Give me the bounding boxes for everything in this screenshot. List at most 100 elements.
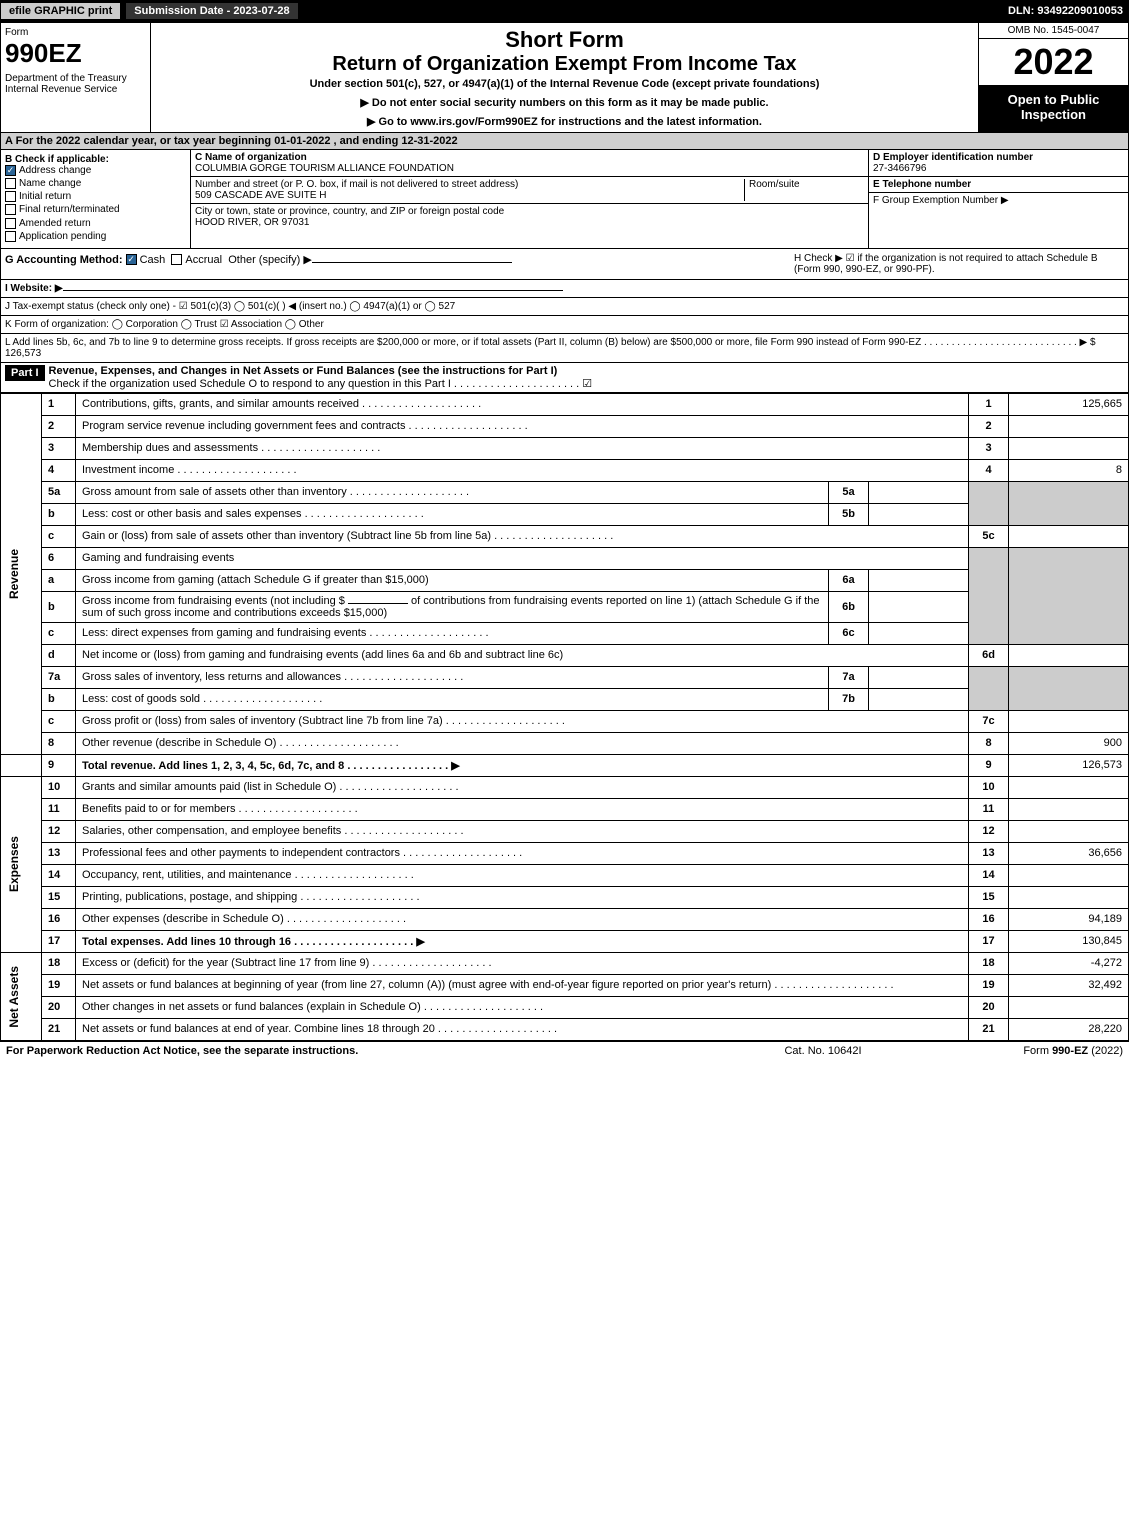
line-2-num: 2	[42, 415, 76, 437]
line-6d-num: d	[42, 644, 76, 666]
form-number: 990EZ	[5, 38, 146, 69]
line-6-num: 6	[42, 547, 76, 569]
ssn-warning: ▶ Do not enter social security numbers o…	[159, 96, 970, 109]
efile-print-button[interactable]: efile GRAPHIC print	[0, 2, 121, 20]
line-21-num: 21	[42, 1018, 76, 1040]
line-2-val	[1009, 415, 1129, 437]
line-6b-desc: Gross income from fundraising events (no…	[76, 591, 829, 622]
part1-badge: Part I	[5, 365, 45, 381]
line-14-num: 14	[42, 864, 76, 886]
line-7b-sub: 7b	[829, 688, 869, 710]
line-11-desc: Benefits paid to or for members	[76, 798, 969, 820]
cb-cash[interactable]: ✓	[126, 254, 137, 265]
section-b-label: B Check if applicable:	[5, 154, 186, 165]
line-15-num: 15	[42, 886, 76, 908]
cb-final-return[interactable]: Final return/terminated	[5, 204, 186, 215]
line-12-num: 12	[42, 820, 76, 842]
line-7c-ln: 7c	[969, 710, 1009, 732]
cb-name-change[interactable]: Name change	[5, 178, 186, 189]
line-10-desc: Grants and similar amounts paid (list in…	[76, 776, 969, 798]
line-17-desc: Total expenses. Add lines 10 through 16 …	[82, 936, 425, 948]
dln-label: DLN: 93492209010053	[1008, 5, 1129, 17]
line-14-val	[1009, 864, 1129, 886]
line-7c-desc: Gross profit or (loss) from sales of inv…	[76, 710, 969, 732]
submission-date-button[interactable]: Submission Date - 2023-07-28	[125, 2, 298, 20]
website-input[interactable]	[63, 290, 563, 291]
open-inspection: Open to Public Inspection	[979, 86, 1128, 132]
line-1-val: 125,665	[1009, 393, 1129, 415]
other-specify-input[interactable]	[312, 262, 512, 263]
cb-address-change[interactable]: ✓Address change	[5, 165, 186, 176]
line-10-val	[1009, 776, 1129, 798]
section-l: L Add lines 5b, 6c, and 7b to line 9 to …	[0, 334, 1129, 363]
line-14-desc: Occupancy, rent, utilities, and maintena…	[76, 864, 969, 886]
line-2-ln: 2	[969, 415, 1009, 437]
line-7a-num: 7a	[42, 666, 76, 688]
line-18-val: -4,272	[1009, 952, 1129, 974]
line-11-num: 11	[42, 798, 76, 820]
line-17-ln: 17	[969, 930, 1009, 952]
cb-initial-return[interactable]: Initial return	[5, 191, 186, 202]
line-6a-num: a	[42, 569, 76, 591]
cb-amended-return[interactable]: Amended return	[5, 218, 186, 229]
form-header: Form 990EZ Department of the Treasury In…	[0, 22, 1129, 133]
line-6d-val	[1009, 644, 1129, 666]
cb-application-pending[interactable]: Application pending	[5, 231, 186, 242]
line-18-desc: Excess or (deficit) for the year (Subtra…	[76, 952, 969, 974]
line-20-ln: 20	[969, 996, 1009, 1018]
line-5b-sub: 5b	[829, 503, 869, 525]
instructions-link[interactable]: ▶ Go to www.irs.gov/Form990EZ for instru…	[159, 115, 970, 128]
line-4-ln: 4	[969, 459, 1009, 481]
phone-label: E Telephone number	[873, 179, 1124, 190]
line-5b-num: b	[42, 503, 76, 525]
line-7c-val	[1009, 710, 1129, 732]
line-11-ln: 11	[969, 798, 1009, 820]
dept-label: Department of the Treasury Internal Reve…	[5, 73, 146, 95]
line-5a-desc: Gross amount from sale of assets other t…	[76, 481, 829, 503]
ein-label: D Employer identification number	[873, 152, 1124, 163]
line-6b-subval	[869, 591, 969, 622]
line-5c-num: c	[42, 525, 76, 547]
line-2-desc: Program service revenue including govern…	[76, 415, 969, 437]
line-11-val	[1009, 798, 1129, 820]
line-6d-ln: 6d	[969, 644, 1009, 666]
section-i: I Website: ▶	[0, 280, 1129, 298]
line-19-num: 19	[42, 974, 76, 996]
line-1-num: 1	[42, 393, 76, 415]
line-8-ln: 8	[969, 732, 1009, 754]
top-bar: efile GRAPHIC print Submission Date - 20…	[0, 0, 1129, 22]
ein-value: 27-3466796	[873, 163, 1124, 174]
line-5a-sub: 5a	[829, 481, 869, 503]
line-7c-num: c	[42, 710, 76, 732]
cat-number: Cat. No. 10642I	[723, 1045, 923, 1057]
line-14-ln: 14	[969, 864, 1009, 886]
form-subtitle: Under section 501(c), 527, or 4947(a)(1)…	[159, 78, 970, 90]
line-16-ln: 16	[969, 908, 1009, 930]
line-18-num: 18	[42, 952, 76, 974]
room-label: Room/suite	[749, 179, 864, 190]
cb-accrual[interactable]	[171, 254, 182, 265]
line-6a-sub: 6a	[829, 569, 869, 591]
cash-label: Cash	[140, 254, 166, 266]
line-6d-desc: Net income or (loss) from gaming and fun…	[76, 644, 969, 666]
line-19-val: 32,492	[1009, 974, 1129, 996]
line-15-ln: 15	[969, 886, 1009, 908]
line-6c-sub: 6c	[829, 622, 869, 644]
part1-header: Part I Revenue, Expenses, and Changes in…	[0, 363, 1129, 393]
line-6-desc: Gaming and fundraising events	[76, 547, 969, 569]
line-13-val: 36,656	[1009, 842, 1129, 864]
line-19-desc: Net assets or fund balances at beginning…	[76, 974, 969, 996]
section-l-text: L Add lines 5b, 6c, and 7b to line 9 to …	[5, 337, 1087, 348]
org-name: COLUMBIA GORGE TOURISM ALLIANCE FOUNDATI…	[195, 163, 864, 174]
line-7a-sub: 7a	[829, 666, 869, 688]
org-name-label: C Name of organization	[195, 152, 864, 163]
line-12-val	[1009, 820, 1129, 842]
line-6b-sub: 6b	[829, 591, 869, 622]
line-13-ln: 13	[969, 842, 1009, 864]
part1-check: Check if the organization used Schedule …	[49, 378, 593, 390]
revenue-sidebar: Revenue	[7, 549, 21, 599]
line-5c-ln: 5c	[969, 525, 1009, 547]
group-exemption-label: F Group Exemption Number ▶	[873, 195, 1124, 206]
part1-title: Revenue, Expenses, and Changes in Net As…	[49, 365, 558, 377]
line-3-num: 3	[42, 437, 76, 459]
